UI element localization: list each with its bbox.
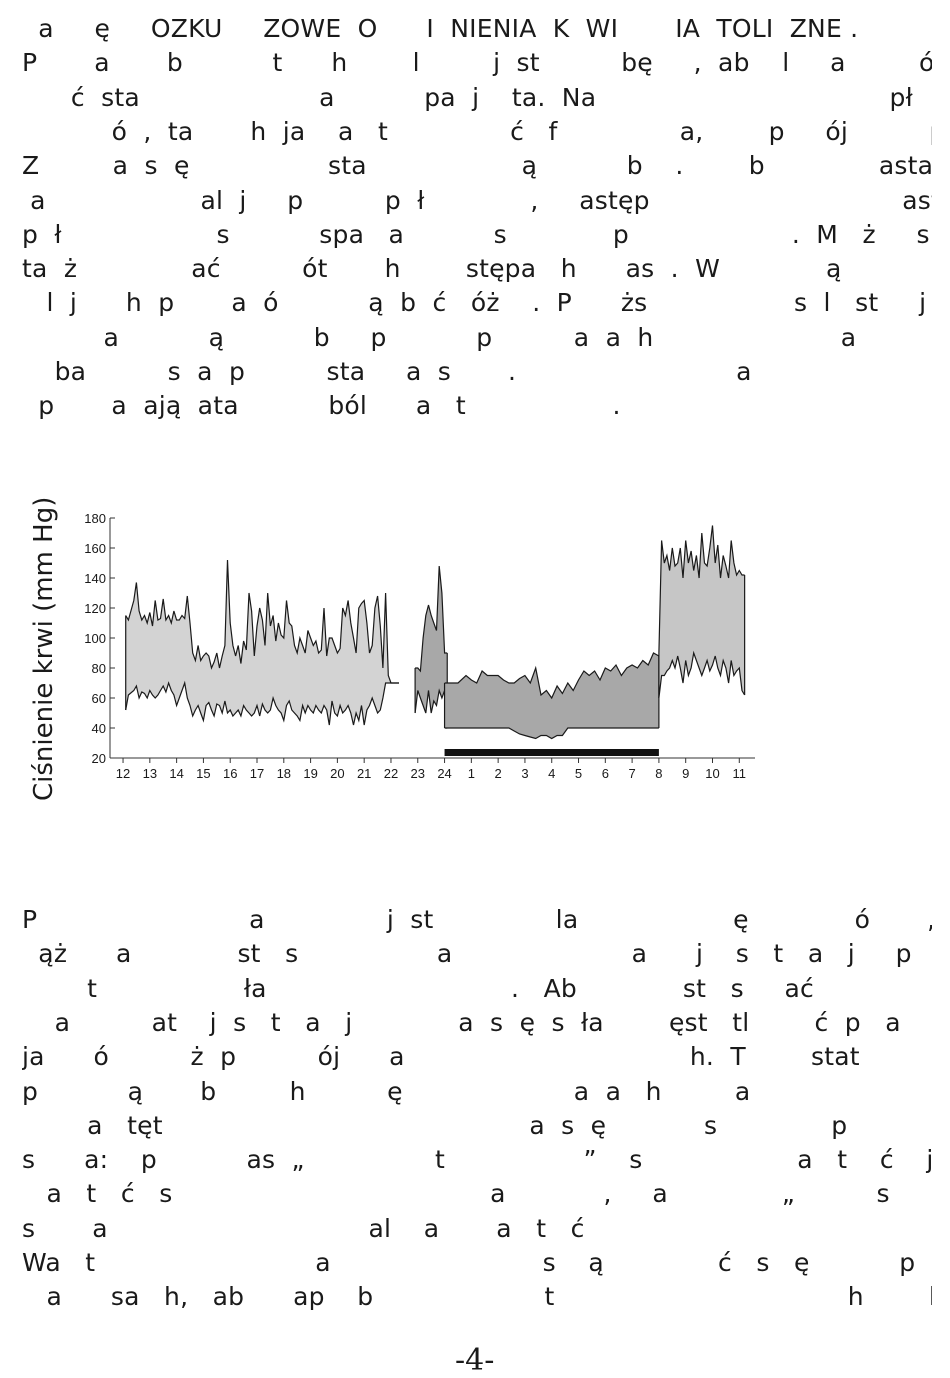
x-tick-label: 15 — [196, 766, 210, 781]
y-tick-label: 80 — [92, 661, 106, 676]
x-tick-label: 4 — [548, 766, 555, 781]
diastolic-line — [658, 650, 746, 699]
systolic-line — [125, 559, 399, 684]
systolic-line — [444, 652, 660, 700]
text-line: a at j s t a j a s ę s ła ęst tl ć p a s… — [54, 1007, 901, 1037]
text-line: p a ają ata ból a t . — [22, 391, 621, 421]
text-line: l j h p a ó ą b ć óż . P żs s l st j a — [22, 288, 932, 318]
pressure-band — [658, 525, 745, 698]
text-line: a sa h, ab ap b t h b . — [22, 1282, 932, 1312]
y-tick-label: 180 — [84, 511, 106, 526]
x-tick-label: 8 — [655, 766, 662, 781]
text-line: a t ć s a , a „ s p ” — [46, 1179, 890, 1209]
text-line: a ą b p p a a h a h 5 t. — [103, 322, 857, 352]
text-line: ba s a p sta a s . a 16 A 24 B — [54, 357, 932, 386]
blood-pressure-chart: Ciśnienie krwi (mm Hg) 20406080100120140… — [29, 497, 755, 801]
text-line: ó , ta h ja a t ć f a, p ój p a a. — [111, 116, 932, 146]
x-tick-label: 1 — [468, 766, 475, 781]
x-tick-label: 24 — [437, 766, 451, 781]
x-tick-label: 12 — [116, 766, 130, 781]
text-line: a ę OZKU ZOWE O I NIENIA K WI IA TOLI ZN… — [22, 14, 859, 43]
x-tick-label: 20 — [330, 766, 344, 781]
y-tick-label: 100 — [84, 631, 106, 646]
pressure-band — [125, 560, 399, 725]
pressure-band — [444, 653, 659, 739]
x-tick-label: 6 — [602, 766, 609, 781]
text-line: a tęt a s ę s p as a t — [87, 1110, 848, 1140]
diastolic-line — [444, 727, 659, 740]
text-line: Z a s ę sta ą b . b asta s — [22, 151, 932, 181]
x-tick-label: 2 — [495, 766, 502, 781]
text-line: P a b t h l j st bę , ab l a ó ł — [22, 48, 932, 78]
x-tick-label: 23 — [411, 766, 425, 781]
y-tick-label: 140 — [84, 571, 106, 586]
text-line: a al j p p ł , astęp asta p — [22, 185, 932, 215]
text-line: p ł s spa a s p . M ż s ę — [22, 219, 932, 249]
x-tick-label: 16 — [223, 766, 237, 781]
x-tick-label: 22 — [384, 766, 398, 781]
text-line: s a al a a t ć a . — [22, 1213, 585, 1243]
night-period-bar — [444, 749, 659, 756]
systolic-line — [658, 525, 745, 654]
page-number: -4- — [455, 1343, 495, 1378]
x-tick-label: 17 — [250, 766, 264, 781]
x-tick-label: 9 — [682, 766, 689, 781]
x-tick-label: 13 — [143, 766, 157, 781]
diastolic-line — [125, 680, 399, 726]
text-line: s a: p as „ t ” s a t ć j st a s al a — [22, 1145, 932, 1175]
pressure-band — [415, 566, 448, 728]
text-line: p ą b h ę a a h a h. P — [22, 1076, 751, 1106]
x-tick-label: 18 — [277, 766, 291, 781]
x-tick-label: 10 — [705, 766, 719, 781]
text-line: ja ó ż p ój a h. T stat b a s ę a — [22, 1042, 860, 1072]
x-tick-label: 3 — [521, 766, 528, 781]
y-axis-title: Ciśnienie krwi (mm Hg) — [29, 497, 59, 801]
text-line: ta ż ać ót h stępa h as . W ą t — [22, 254, 932, 284]
y-tick-label: 120 — [84, 601, 106, 616]
x-tick-label: 19 — [303, 766, 317, 781]
y-tick-label: 60 — [92, 691, 106, 706]
text-line: t ła . Ab st s ać — [22, 973, 815, 1003]
x-tick-label: 11 — [733, 766, 747, 781]
y-tick-label: 160 — [84, 541, 106, 556]
text-line: ąż a st s a a j s t a j p p sp ęż — [38, 939, 912, 969]
systolic-line — [415, 565, 448, 673]
y-tick-label: 40 — [92, 721, 106, 736]
y-axis-title-text: Ciśnienie krwi (mm Hg) — [29, 497, 59, 801]
x-tick-label: 21 — [357, 766, 371, 781]
x-tick-label: 14 — [169, 766, 183, 781]
x-tick-label: 5 — [575, 766, 582, 781]
y-tick-label: 20 — [92, 751, 106, 766]
text-line: Wa t a s ą ć s ę p h al h — [22, 1248, 916, 1277]
text-line: P a j st la ę ó , t . — [22, 905, 932, 934]
text-line: ć sta a pa j ta. Na pł a l — [70, 82, 913, 112]
x-tick-label: 7 — [628, 766, 635, 781]
